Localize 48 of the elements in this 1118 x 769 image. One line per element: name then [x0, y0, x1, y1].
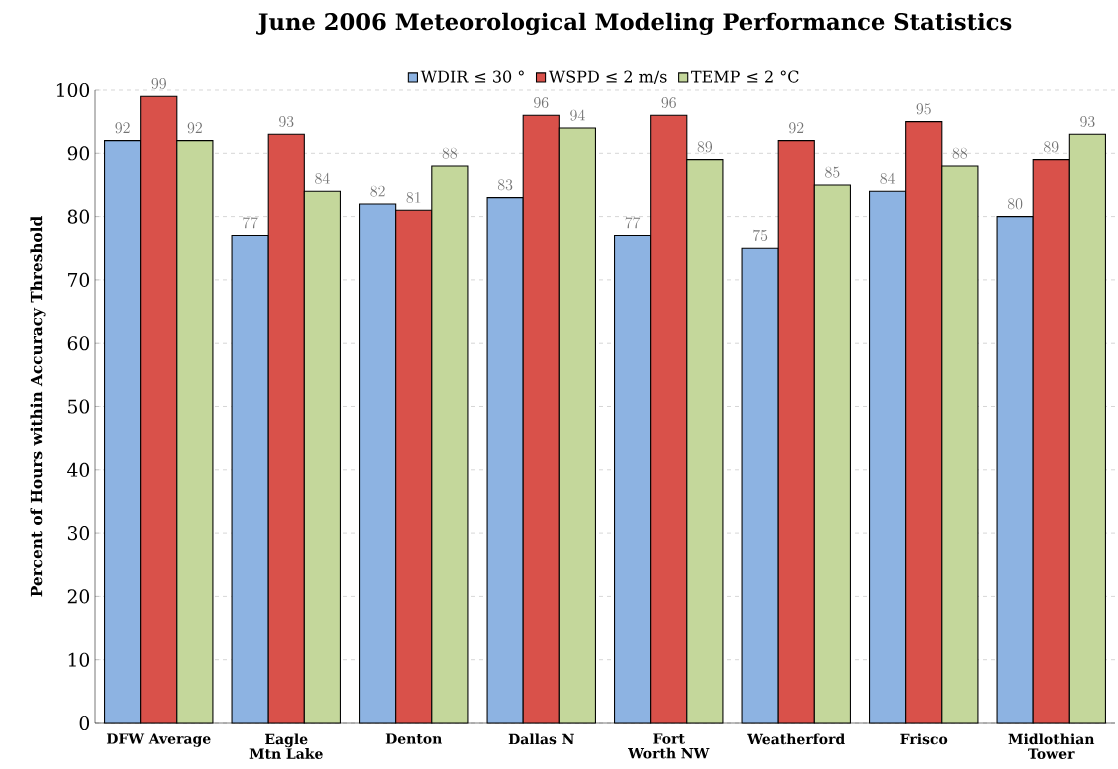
y-tick-label: 50	[68, 399, 90, 414]
y-tick-label: 30	[67, 526, 90, 541]
x-tick-label: Midlothian Tower	[1008, 733, 1095, 759]
data-label: 92	[115, 122, 130, 134]
y-tick-label: 20	[67, 589, 90, 604]
y-tick-label: 40	[67, 462, 90, 477]
data-label: 92	[187, 122, 202, 134]
chart-title: June 2006 Meteorological Modeling Performance Statistics	[256, 12, 1012, 35]
y-axis-title: Percent of Hours within Accuracy Threshold	[30, 216, 46, 597]
data-label: 77	[243, 217, 258, 229]
data-label: 93	[279, 116, 294, 127]
data-label: 84	[315, 172, 330, 184]
legend-label: WSPD ≤ 2 m/s	[548, 70, 667, 84]
y-tick-label: 10	[68, 652, 90, 667]
data-label: 96	[661, 97, 676, 109]
y-tick-label: 0	[79, 715, 90, 731]
y-tick-label: 100	[56, 82, 90, 98]
x-tick-label: Weatherford	[747, 733, 845, 745]
data-label: 99	[151, 78, 166, 90]
legend-label: WDIR ≤ 30 °	[420, 70, 524, 83]
data-label: 82	[370, 185, 385, 197]
data-label: 75	[753, 229, 768, 241]
data-label: 88	[442, 147, 458, 159]
data-label: 93	[1080, 116, 1095, 127]
data-label: 95	[916, 103, 931, 115]
y-tick-label: 70	[68, 272, 90, 287]
x-tick-label: DFW Average	[106, 733, 211, 747]
legend-label: TEMP ≤ 2 °C	[691, 70, 799, 83]
y-tick-label: 90	[67, 146, 90, 161]
data-label: 85	[825, 166, 840, 178]
x-tick-label: Frisco	[900, 733, 948, 745]
data-label: 81	[406, 191, 421, 203]
data-label: 83	[497, 179, 513, 191]
y-tick-label: 80	[67, 209, 90, 224]
data-label: 77	[625, 217, 641, 229]
data-label: 80	[1007, 198, 1023, 210]
x-tick-label: Fort Worth NW	[628, 733, 710, 759]
y-tick-label: 60	[67, 336, 90, 351]
data-label: 92	[789, 122, 804, 134]
data-label: 94	[570, 109, 585, 121]
data-label: 89	[697, 141, 713, 153]
x-tick-label: Dallas N	[508, 733, 574, 745]
x-tick-label: Eagle Mtn Lake	[249, 733, 323, 759]
x-tick-label: Denton	[385, 733, 443, 744]
data-label: 89	[1044, 141, 1059, 153]
data-label: 96	[534, 97, 549, 109]
data-label: 88	[952, 147, 968, 159]
data-label: 84	[880, 172, 895, 184]
